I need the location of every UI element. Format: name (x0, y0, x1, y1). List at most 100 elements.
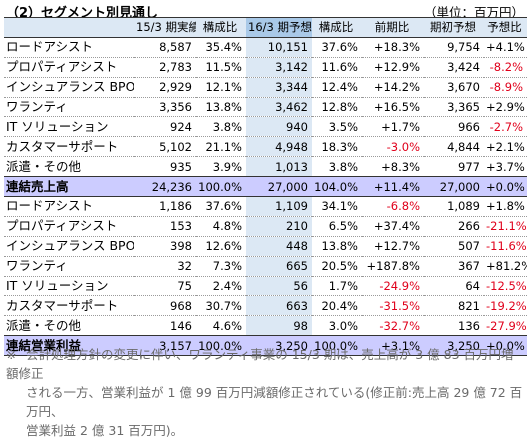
fy15-ratio-cell: 11.5% (196, 57, 246, 78)
fy15-ratio-cell: 2.4% (196, 276, 246, 297)
fy15-ratio-cell: 3.9% (196, 156, 246, 178)
yoy-change-cell: +3.1% (362, 335, 424, 357)
initial-forecast-cell: 3,365 (424, 97, 484, 118)
fy16-ratio-cell: 1.7% (312, 276, 362, 297)
yoy-change-cell: +16.5% (362, 97, 424, 118)
fy16-ratio-cell: 34.1% (312, 196, 362, 217)
initial-forecast-cell: 4,844 (424, 136, 484, 158)
yoy-change-cell: -32.7% (362, 315, 424, 337)
fy16-ratio-cell: 104.0% (312, 176, 362, 198)
fy16-ratio-cell: 100.0% (312, 335, 362, 357)
header-fy16-forecast: 16/3 期予想 (246, 17, 312, 38)
initial-forecast-cell: 266 (424, 216, 484, 237)
vs-forecast-cell: -8.2% (484, 57, 527, 78)
fy16-forecast-cell: 3,250 (246, 335, 312, 357)
fy15-ratio-cell: 4.8% (196, 216, 246, 237)
fy16-forecast-cell: 940 (246, 116, 312, 138)
fy15-actual-cell: 2,783 (134, 57, 196, 78)
vs-forecast-cell: -27.9% (484, 315, 527, 337)
fy16-forecast-cell: 448 (246, 236, 312, 257)
segment-name-cell: ワランティ (4, 256, 134, 277)
vs-forecast-cell: +3.7% (484, 156, 527, 178)
vs-forecast-cell: +2.9% (484, 97, 527, 118)
vs-forecast-cell: +4.1% (484, 37, 527, 58)
segment-name-cell: 連結営業利益 (4, 335, 134, 357)
yoy-change-cell: +8.3% (362, 156, 424, 178)
header-yoy: 前期比 (362, 17, 424, 38)
fy15-actual-cell: 924 (134, 116, 196, 138)
segment-name-cell: プロパティアシスト (4, 216, 134, 237)
fy15-ratio-cell: 37.6% (196, 196, 246, 217)
segment-name-cell: プロパティアシスト (4, 57, 134, 78)
fy15-actual-cell: 5,102 (134, 136, 196, 158)
fy16-forecast-cell: 210 (246, 216, 312, 237)
segment-name-cell: IT ソリューション (4, 276, 134, 297)
fy15-ratio-cell: 30.7% (196, 295, 246, 317)
fy15-ratio-cell: 100.0% (196, 176, 246, 198)
vs-forecast-cell: -11.6% (484, 236, 527, 257)
initial-forecast-cell: 1,089 (424, 196, 484, 217)
fy16-forecast-cell: 663 (246, 295, 312, 317)
segment-name-cell: 連結売上高 (4, 176, 134, 198)
initial-forecast-cell: 27,000 (424, 176, 484, 198)
fy16-forecast-cell: 56 (246, 276, 312, 297)
fy16-forecast-cell: 4,948 (246, 136, 312, 158)
segment-name-cell: ロードアシスト (4, 37, 134, 58)
initial-forecast-cell: 821 (424, 295, 484, 317)
yoy-change-cell: -31.5% (362, 295, 424, 317)
fy16-ratio-cell: 6.5% (312, 216, 362, 237)
vs-forecast-cell: +0.0% (484, 335, 527, 357)
segment-name-cell: インシュアランス BPO (4, 77, 134, 98)
fy15-actual-cell: 8,587 (134, 37, 196, 58)
yoy-change-cell: -3.0% (362, 136, 424, 158)
yoy-change-cell: +187.8% (362, 256, 424, 277)
header-fy16-ratio: 構成比 (312, 17, 362, 38)
footnote: ※ 会計処理方針の変更に伴い、ワランティ事業の 15/3 期は、売上高が 3 億 … (6, 345, 526, 440)
fy16-ratio-cell: 37.6% (312, 37, 362, 58)
yoy-change-cell: +14.2% (362, 77, 424, 98)
fy16-ratio-cell: 3.0% (312, 315, 362, 337)
table-total-row: 連結売上高 24,236 100.0% 27,000 104.0% +11.4% 27,00… (4, 176, 527, 198)
fy15-actual-cell: 146 (134, 315, 196, 337)
fy15-actual-cell: 24,236 (134, 176, 196, 198)
vs-forecast-cell: -8.9% (484, 77, 527, 98)
segment-name-cell: 派遣・その他 (4, 315, 134, 337)
fy15-actual-cell: 3,157 (134, 335, 196, 357)
fy15-actual-cell: 1,186 (134, 196, 196, 217)
vs-forecast-cell: +1.8% (484, 196, 527, 217)
vs-forecast-cell: +0.0% (484, 176, 527, 198)
initial-forecast-cell: 507 (424, 236, 484, 257)
yoy-change-cell: +1.7% (362, 116, 424, 138)
yoy-change-cell: +12.9% (362, 57, 424, 78)
vs-forecast-cell: -19.2% (484, 295, 527, 317)
yoy-change-cell: +37.4% (362, 216, 424, 237)
fy15-actual-cell: 2,929 (134, 77, 196, 98)
fy16-ratio-cell: 18.3% (312, 136, 362, 158)
initial-forecast-cell: 3,670 (424, 77, 484, 98)
table-row: IT ソリューション 75 2.4% 56 1.7% -24.9% 64 -12.5% (4, 276, 527, 297)
initial-forecast-cell: 367 (424, 256, 484, 277)
fy15-actual-cell: 398 (134, 236, 196, 257)
yoy-change-cell: +11.4% (362, 176, 424, 198)
initial-forecast-cell: 977 (424, 156, 484, 178)
fy15-ratio-cell: 4.6% (196, 315, 246, 337)
fy15-ratio-cell: 35.4% (196, 37, 246, 58)
yoy-change-cell: +18.3% (362, 37, 424, 58)
header-fy15-ratio: 構成比 (196, 17, 246, 38)
fy15-ratio-cell: 100.0% (196, 335, 246, 357)
segment-name-cell: 派遣・その他 (4, 156, 134, 178)
fy16-forecast-cell: 1,109 (246, 196, 312, 217)
segment-forecast-table: 15/3 期実績 構成比 16/3 期予想 構成比 前期比 期初予想 予想比 ロ… (4, 17, 527, 357)
fy15-ratio-cell: 13.8% (196, 97, 246, 118)
fy16-ratio-cell: 20.4% (312, 295, 362, 317)
table-row: ロードアシスト 1,186 37.6% 1,109 34.1% -6.8% 1,089 +1.… (4, 196, 527, 217)
initial-forecast-cell: 966 (424, 116, 484, 138)
fy16-forecast-cell: 3,462 (246, 97, 312, 118)
initial-forecast-cell: 64 (424, 276, 484, 297)
fy16-forecast-cell: 98 (246, 315, 312, 337)
fy16-ratio-cell: 12.8% (312, 97, 362, 118)
table-total-row: 連結営業利益 3,157 100.0% 3,250 100.0% +3.1% 3,250 +0… (4, 335, 527, 357)
fy15-ratio-cell: 12.6% (196, 236, 246, 257)
table-row: プロパティアシスト 153 4.8% 210 6.5% +37.4% 266 -21.1% (4, 216, 527, 237)
